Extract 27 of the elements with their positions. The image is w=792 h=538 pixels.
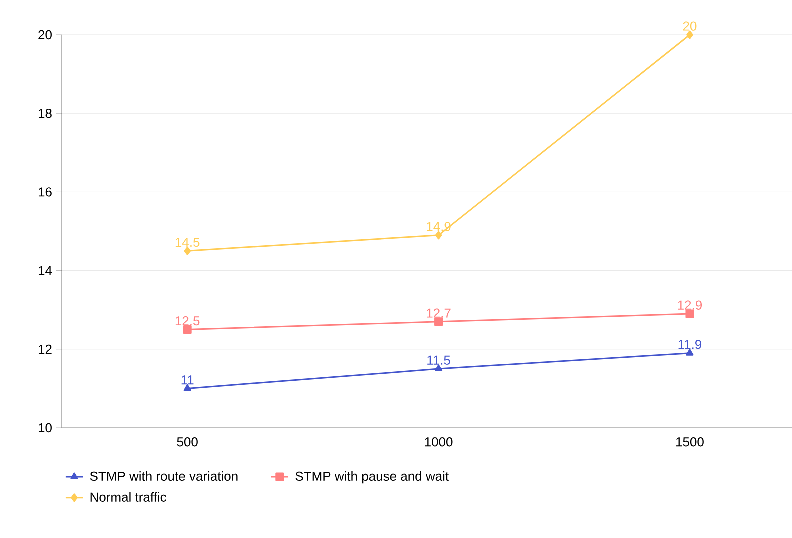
data-label: 11.5 (428, 356, 450, 365)
point (686, 310, 694, 318)
data-label: 11.9 (678, 340, 702, 350)
data-label: 12.7 (427, 308, 451, 318)
point (434, 318, 444, 326)
data-label: 12.5 (176, 316, 200, 326)
point (686, 349, 694, 356)
legend-label: STMP with route variation (90, 472, 238, 482)
x-tick-label: 500 (177, 438, 198, 447)
point (183, 326, 192, 334)
y-tick-label: 20 (38, 30, 52, 40)
legend-label: STMP with pause and wait (296, 472, 449, 484)
y-tick-label: 12 (38, 344, 52, 354)
data-label: 12.9 (678, 300, 702, 310)
data-label: 11 (182, 376, 194, 385)
y-tick-label: 18 (38, 108, 52, 118)
y-tick-label: 10 (38, 423, 52, 433)
point (435, 364, 443, 372)
x-tick-label: 1000 (425, 438, 453, 447)
y-tick-label: 16 (38, 188, 52, 197)
legend-label: Normal traffic (90, 492, 166, 502)
point (435, 231, 442, 240)
y-tick-label: 14 (38, 266, 52, 276)
data-label: 20 (683, 22, 697, 31)
point (686, 30, 694, 40)
x-tick-label: 1500 (676, 438, 704, 447)
data-label: 14.5 (176, 238, 200, 248)
